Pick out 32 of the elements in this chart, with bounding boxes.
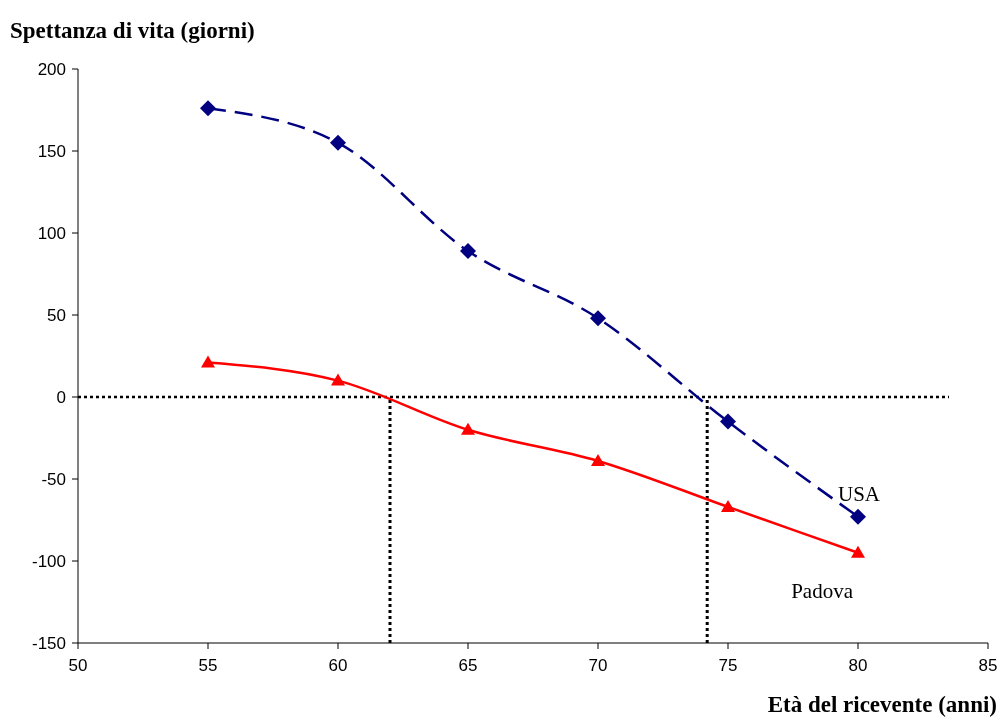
x-tick-label: 55	[198, 656, 218, 675]
point	[721, 499, 735, 512]
point	[331, 373, 345, 386]
y-axis-title: Spettanza di vita (giorni)	[10, 18, 255, 43]
point	[330, 134, 346, 151]
point	[591, 453, 605, 466]
y-tick-label: -100	[31, 552, 66, 571]
x-tick-label: 75	[718, 656, 738, 675]
series-label: USA	[837, 481, 881, 506]
y-tick-label: 100	[37, 224, 66, 243]
x-axis-title: Età del ricevente (anni)	[767, 692, 997, 717]
point	[460, 243, 476, 260]
y-tick-label: 200	[37, 60, 66, 79]
x-tick-label: 50	[68, 656, 88, 675]
x-tick-label: 85	[978, 656, 998, 675]
point	[850, 508, 866, 525]
point	[851, 545, 865, 558]
y-tick-label: -50	[41, 470, 66, 489]
x-tick-label: 60	[328, 656, 348, 675]
y-tick-label: -150	[31, 634, 66, 653]
point	[461, 422, 475, 435]
point	[590, 310, 606, 327]
x-tick-label: 65	[458, 656, 478, 675]
point	[720, 413, 736, 430]
y-tick-label: 50	[47, 306, 66, 325]
series-label: Padova	[791, 578, 854, 603]
x-tick-label: 80	[848, 656, 868, 675]
point	[200, 100, 216, 117]
y-tick-label: 150	[37, 142, 66, 161]
x-tick-label: 70	[588, 656, 608, 675]
point	[201, 355, 215, 368]
y-tick-label: 0	[56, 388, 66, 407]
